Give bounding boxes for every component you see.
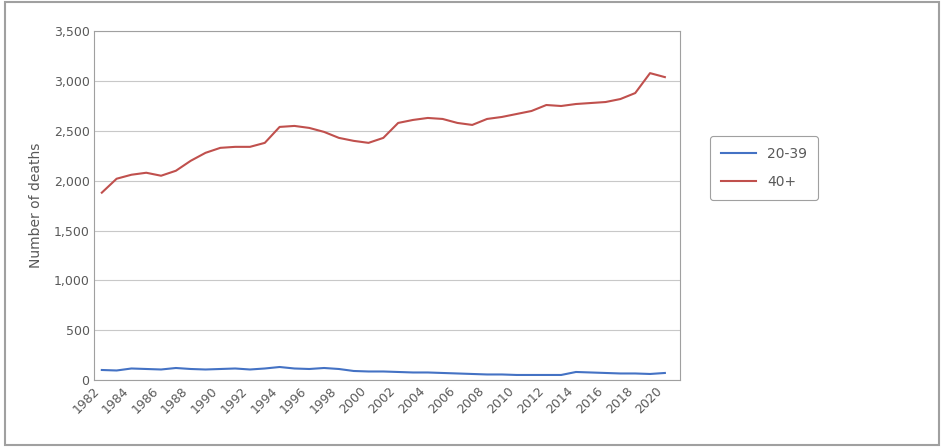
20-39 [274,364,285,370]
40+ [585,100,597,105]
40+ [200,150,211,156]
20-39 [333,366,345,371]
40+ [170,168,181,173]
40+ [570,101,582,107]
40+ [600,99,612,105]
20-39 [170,365,181,371]
40+ [511,111,522,117]
40+ [659,75,670,80]
40+ [289,123,300,129]
Line: 40+: 40+ [102,73,665,193]
20-39 [585,370,597,375]
40+ [111,176,123,181]
40+ [422,115,433,121]
40+ [378,135,389,140]
40+ [126,172,137,177]
40+ [185,158,196,164]
40+ [362,140,374,146]
Line: 20-39: 20-39 [102,367,665,375]
40+ [244,144,256,150]
40+ [541,102,552,108]
20-39 [141,366,152,371]
40+ [497,114,508,120]
40+ [304,125,315,131]
20-39 [260,366,271,371]
20-39 [214,366,226,371]
20-39 [422,370,433,375]
20-39 [304,366,315,371]
40+ [333,135,345,140]
20-39 [348,368,360,374]
40+ [393,120,404,126]
20-39 [615,371,626,376]
20-39 [555,372,566,378]
40+ [407,117,418,122]
20-39 [393,369,404,375]
40+ [481,116,493,122]
20-39 [437,370,448,375]
20-39 [362,369,374,374]
40+ [630,90,641,96]
40+ [348,138,360,143]
40+ [318,129,329,135]
20-39 [645,371,656,377]
40+ [526,108,537,114]
20-39 [111,368,123,373]
20-39 [541,372,552,378]
20-39 [185,366,196,371]
40+ [229,144,241,150]
20-39 [466,371,478,377]
20-39 [407,370,418,375]
20-39 [96,367,108,373]
40+ [437,116,448,122]
40+ [260,140,271,146]
20-39 [497,372,508,377]
20-39 [244,367,256,372]
20-39 [630,371,641,376]
20-39 [156,367,167,372]
20-39 [378,369,389,374]
20-39 [229,366,241,371]
40+ [141,170,152,175]
20-39 [511,372,522,378]
20-39 [600,370,612,375]
40+ [214,145,226,151]
20-39 [318,365,329,371]
Y-axis label: Number of deaths: Number of deaths [28,143,42,268]
40+ [466,122,478,127]
20-39 [452,371,464,376]
20-39 [200,367,211,372]
40+ [645,71,656,76]
20-39 [659,370,670,375]
20-39 [570,369,582,375]
Legend: 20-39, 40+: 20-39, 40+ [710,136,818,200]
20-39 [126,366,137,371]
40+ [452,120,464,126]
40+ [156,173,167,178]
20-39 [526,372,537,378]
20-39 [289,366,300,371]
40+ [274,124,285,130]
40+ [555,103,566,109]
40+ [96,190,108,195]
40+ [615,97,626,102]
20-39 [481,372,493,377]
